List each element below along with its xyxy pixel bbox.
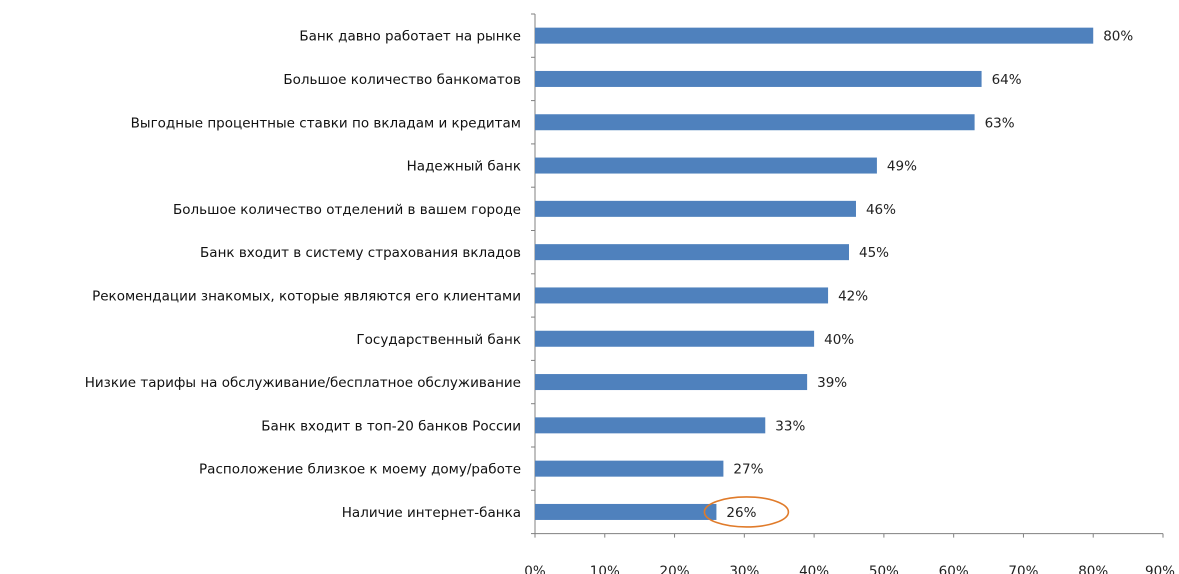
bar — [535, 460, 724, 477]
data-label: 46% — [866, 202, 896, 218]
value-axis-tick-label: 70% — [1008, 564, 1038, 574]
data-label: 42% — [838, 288, 868, 304]
value-axis-tick-label: 0% — [524, 564, 546, 574]
data-label: 49% — [887, 159, 917, 175]
category-label: Наличие интернет-банка — [342, 505, 521, 521]
value-axis-tick-label: 40% — [799, 564, 829, 574]
category-label: Большое количество банкоматов — [283, 72, 521, 88]
data-label: 64% — [992, 72, 1022, 88]
category-label: Расположение близкое к моему дому/работе — [199, 462, 521, 478]
data-label: 63% — [985, 115, 1015, 131]
data-label: 40% — [824, 332, 854, 348]
bar — [535, 330, 815, 347]
category-label: Банк входит в топ-20 банков России — [261, 418, 521, 434]
bar — [535, 70, 982, 87]
value-axis-tick-label: 50% — [869, 564, 899, 574]
highlight-ellipse — [703, 496, 790, 528]
category-label: Государственный банк — [356, 332, 521, 348]
data-label: 26% — [726, 505, 756, 521]
category-labels: Банк давно работает на рынке Большое коли… — [85, 29, 521, 521]
data-labels: 80% 64% 63% 49% 46% 45% 42% 40% 39% 33% 27% 26% — [726, 29, 1133, 521]
bar — [535, 287, 829, 304]
bar — [535, 417, 766, 434]
data-label: 80% — [1103, 29, 1133, 45]
value-axis-tick-label: 60% — [939, 564, 969, 574]
value-axis-tick-label: 10% — [590, 564, 620, 574]
value-axis-tick-label: 20% — [660, 564, 690, 574]
category-label: Рекомендации знакомых, которые являются … — [92, 288, 521, 304]
category-label: Надежный банк — [407, 159, 521, 175]
category-axis-ticks — [531, 13, 535, 535]
category-label: Выгодные процентные ставки по вкладам и … — [131, 115, 521, 131]
category-label: Банк давно работает на рынке — [299, 29, 521, 45]
bar — [535, 157, 877, 174]
bar — [535, 27, 1094, 44]
bar — [535, 503, 717, 520]
value-axis-tick-label: 80% — [1078, 564, 1108, 574]
data-label: 39% — [817, 375, 847, 391]
data-label: 27% — [733, 462, 763, 478]
data-label: 45% — [859, 245, 889, 261]
bar — [535, 244, 849, 261]
value-axis-tick-labels: 0% 10% 20% 30% 40% 50% 60% 70% 80% 90% — [524, 533, 1175, 574]
category-label: Большое количество отделений в вашем гор… — [173, 202, 521, 218]
bars-group — [535, 27, 1094, 520]
category-label: Банк входит в систему страхования вкладо… — [200, 245, 521, 261]
highlight-annotation — [703, 496, 790, 528]
value-axis-tick-label: 90% — [1145, 564, 1175, 574]
data-label: 33% — [775, 418, 805, 434]
bar — [535, 200, 856, 217]
bar — [535, 374, 808, 391]
category-label: Низкие тарифы на обслуживание/бесплатное… — [85, 375, 521, 391]
bar — [535, 114, 975, 131]
value-axis-tick-label: 30% — [729, 564, 759, 574]
